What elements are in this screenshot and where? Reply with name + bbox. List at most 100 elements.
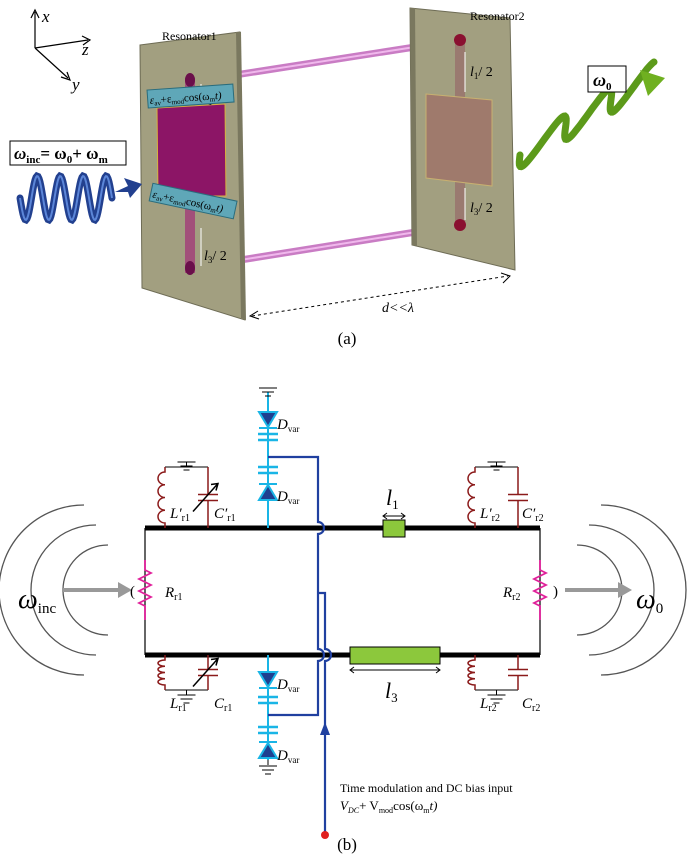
distance-label: d<<λ bbox=[382, 301, 414, 316]
axis-y: y bbox=[70, 75, 80, 94]
bias-line bbox=[318, 591, 333, 832]
resistor-label: Rr2 bbox=[502, 585, 521, 603]
ground bbox=[487, 461, 506, 471]
input-frequency: ωinc= ω0+ ωm bbox=[14, 144, 108, 166]
output-frequency: ω0 bbox=[636, 584, 663, 617]
capacitor-label: C′r1 bbox=[214, 506, 236, 524]
capacitor bbox=[508, 467, 528, 528]
capacitor-label: Cr2 bbox=[522, 696, 540, 714]
arrowhead bbox=[500, 272, 511, 284]
input-wave-highlight bbox=[19, 174, 113, 222]
bias-label: Time modulation and DC bias input bbox=[340, 781, 513, 795]
bracket: ( bbox=[130, 584, 135, 600]
output-arrow bbox=[640, 70, 665, 96]
varactor-diode bbox=[257, 483, 279, 501]
bracket: ) bbox=[553, 584, 558, 600]
ground bbox=[259, 387, 277, 397]
tag-box bbox=[148, 182, 238, 220]
line-section bbox=[382, 519, 406, 538]
capacitor bbox=[258, 695, 278, 705]
panel-b: () bbox=[0, 387, 687, 839]
wave-arc bbox=[30, 524, 97, 656]
caption: (b) bbox=[337, 835, 357, 854]
varactor-label: Dvar bbox=[276, 489, 299, 506]
input-arrowhead bbox=[118, 582, 132, 598]
resistor-label: Rr1 bbox=[164, 585, 183, 603]
input-frequency: ωinc bbox=[18, 584, 56, 617]
input-arrow bbox=[115, 178, 142, 198]
ground bbox=[259, 765, 277, 775]
line-label: l3 bbox=[385, 678, 398, 705]
varactor-label: Dvar bbox=[276, 748, 299, 765]
ground bbox=[177, 461, 196, 471]
varactor-diode bbox=[257, 411, 279, 429]
output-arrowhead bbox=[618, 582, 632, 598]
plate-edge bbox=[236, 32, 246, 320]
tuning-arrow bbox=[192, 657, 220, 687]
input-box bbox=[9, 140, 127, 166]
tuning-arrow bbox=[192, 482, 220, 512]
permittivity-label: εav+εmodcos(ωmt) bbox=[151, 189, 224, 217]
resonator-label: Resonator1 bbox=[162, 29, 217, 43]
arrowhead bbox=[248, 310, 260, 320]
resistor bbox=[531, 560, 549, 620]
permittivity-tag: εav+εmodcos(ωmt) bbox=[148, 182, 238, 220]
axes bbox=[30, 8, 92, 81]
tag-box bbox=[146, 83, 235, 109]
capacitor-label: Cr1 bbox=[214, 696, 232, 714]
permittivity-label: εav+εmodcos(ωmt) bbox=[149, 90, 222, 108]
panel-a: x z y Resonator2 l1/ 2 l3/ 2 Resonator1 … bbox=[9, 7, 665, 348]
axis-x: x bbox=[41, 7, 50, 26]
length-label: l1/ 2 bbox=[470, 65, 493, 81]
wave-arc bbox=[600, 504, 687, 676]
capacitor bbox=[508, 655, 528, 690]
ground bbox=[177, 694, 196, 704]
permittivity-tag: εav+εmodcos(ωmt) bbox=[146, 83, 235, 109]
inductor bbox=[467, 467, 476, 528]
patch bbox=[156, 103, 227, 197]
length-label: l3/ 2 bbox=[204, 249, 227, 265]
panel-b-labels: Dvar Dvar Dvar Dvar L′r1 C′r1 L′r2 C′r2 … bbox=[18, 417, 663, 854]
inductor-label: L′r1 bbox=[169, 506, 190, 524]
varactor-diode bbox=[257, 671, 279, 689]
bias-formula: VDC+ Vmodcos(ωmt) bbox=[340, 798, 437, 815]
varactor-diode bbox=[257, 741, 279, 759]
output-box bbox=[587, 65, 627, 93]
bias-arrow bbox=[320, 722, 330, 735]
line-label: l1 bbox=[386, 485, 399, 512]
axis-z: z bbox=[81, 40, 89, 59]
wave-arc bbox=[588, 524, 655, 656]
output-frequency: ω0 bbox=[593, 70, 612, 93]
varactor-label: Dvar bbox=[276, 417, 299, 434]
capacitor bbox=[258, 432, 278, 442]
rod-end bbox=[185, 261, 195, 275]
line-section bbox=[349, 646, 441, 665]
capacitor bbox=[198, 655, 218, 690]
inductor bbox=[157, 467, 166, 528]
output-wave bbox=[515, 58, 658, 171]
length-label: l3/ 2 bbox=[470, 201, 493, 217]
inductor bbox=[467, 655, 476, 690]
ground bbox=[487, 694, 506, 704]
inductor-label: L′r2 bbox=[479, 506, 500, 524]
inductor-label: Lr1 bbox=[169, 696, 187, 714]
rod-end bbox=[454, 219, 466, 231]
inductor bbox=[157, 655, 166, 690]
rod-end bbox=[185, 73, 195, 87]
resonator-label: Resonator2 bbox=[470, 9, 525, 23]
plate-edge bbox=[410, 8, 417, 246]
capacitor-label: C′r2 bbox=[522, 506, 544, 524]
resistor bbox=[136, 560, 154, 620]
bias-input bbox=[321, 831, 329, 839]
capacitor bbox=[258, 465, 278, 475]
bias-line bbox=[268, 455, 326, 717]
distance-line bbox=[251, 275, 509, 317]
caption: (a) bbox=[338, 329, 357, 348]
capacitor bbox=[258, 725, 278, 735]
varactor-label: Dvar bbox=[276, 677, 299, 694]
patch bbox=[425, 93, 493, 187]
dimension bbox=[349, 512, 441, 674]
inductor-label: Lr2 bbox=[479, 696, 497, 714]
wave-arc bbox=[0, 504, 85, 676]
